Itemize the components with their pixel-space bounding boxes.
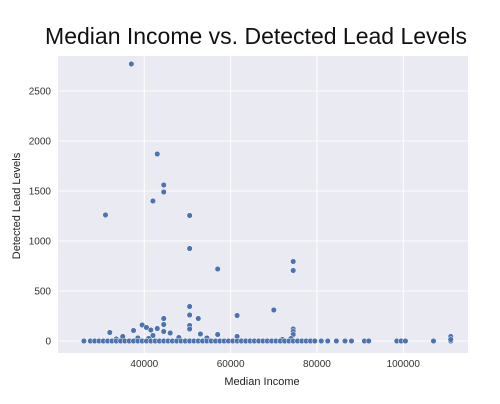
x-tick-label: 60000 xyxy=(217,359,245,370)
tick-labels: 40000 60000 80000 100000 0 500 1000 1500 2000 250… xyxy=(29,87,421,371)
y-tick-label: 1500 xyxy=(29,187,52,198)
scatter-point xyxy=(447,336,454,343)
y-tick-label: 0 xyxy=(45,337,51,348)
scatter-point xyxy=(290,258,297,265)
y-tick-label: 2500 xyxy=(29,87,52,98)
scatter-point xyxy=(333,337,340,345)
scatter-point xyxy=(167,329,174,337)
scatter-point xyxy=(154,325,161,332)
scatter-point xyxy=(318,337,325,345)
scatter-point xyxy=(290,267,297,274)
scatter-point xyxy=(195,315,202,322)
scatter-point xyxy=(197,330,204,338)
scatter-point xyxy=(324,337,331,345)
scatter-point xyxy=(160,328,167,335)
scatter-point xyxy=(160,321,167,328)
x-axis-label: Median Income xyxy=(224,376,299,388)
data-points xyxy=(80,60,454,345)
scatter-point xyxy=(186,311,193,319)
x-tick-label: 100000 xyxy=(387,359,421,370)
scatter-point xyxy=(186,245,193,252)
scatter-point xyxy=(402,337,409,345)
x-tick-label: 80000 xyxy=(303,359,331,370)
scatter-point xyxy=(154,150,161,158)
scatter-point xyxy=(186,303,193,310)
scatter-point xyxy=(214,331,221,338)
y-tick-label: 1000 xyxy=(29,237,52,248)
scatter-point xyxy=(341,337,349,345)
scatter-point xyxy=(160,181,167,189)
scatter-point xyxy=(214,265,221,273)
scatter-point xyxy=(102,211,109,219)
plot-area xyxy=(58,56,468,353)
scatter-point xyxy=(130,327,137,334)
scatter-point xyxy=(311,337,318,345)
scatter-point xyxy=(160,188,167,196)
y-axis-label: Detected Lead Levels xyxy=(11,152,23,259)
scatter-point xyxy=(348,337,355,345)
scatter-point xyxy=(147,326,154,334)
scatter-point xyxy=(128,60,135,68)
scatter-point xyxy=(80,337,87,345)
y-tick-label: 2000 xyxy=(29,137,52,148)
scatter-point xyxy=(149,197,156,205)
scatter-point xyxy=(430,337,437,345)
scatter-point xyxy=(270,306,277,314)
chart-title: Median Income vs. Detected Lead Levels xyxy=(45,23,467,49)
scatter-point xyxy=(106,329,113,336)
scatter-point xyxy=(234,312,241,319)
scatter-point xyxy=(365,337,372,345)
scatter-point xyxy=(160,315,167,322)
scatter-point xyxy=(186,325,193,333)
scatter-point xyxy=(149,332,156,339)
scatter-point xyxy=(186,212,193,219)
y-tick-label: 500 xyxy=(34,287,51,298)
x-tick-label: 40000 xyxy=(130,359,158,370)
